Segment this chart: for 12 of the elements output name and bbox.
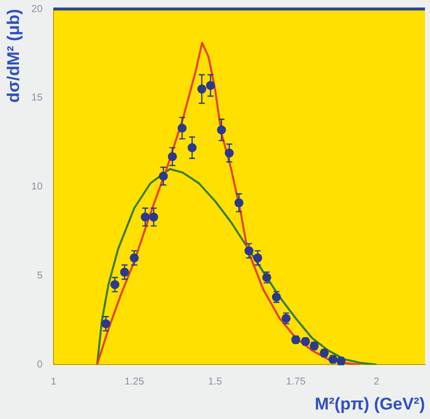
y-axis-title: dσ/dM² (μb) <box>4 9 23 103</box>
y-tick-label: 5 <box>36 270 43 282</box>
y-tick-label: 10 <box>31 182 43 193</box>
x-axis-title: M²(pπ) (GeV²) <box>314 394 425 414</box>
y-tick-label: 15 <box>31 92 43 104</box>
y-tick-label: 0 <box>36 359 43 370</box>
x-tick-label: 2 <box>374 376 380 388</box>
x-tick-label: 1.75 <box>286 376 306 388</box>
y-tick-label: 20 <box>31 4 43 15</box>
x-tick-label: 1 <box>50 376 57 388</box>
x-tick-label: 1.5 <box>208 376 222 388</box>
x-tick-label: 1.25 <box>124 376 144 388</box>
